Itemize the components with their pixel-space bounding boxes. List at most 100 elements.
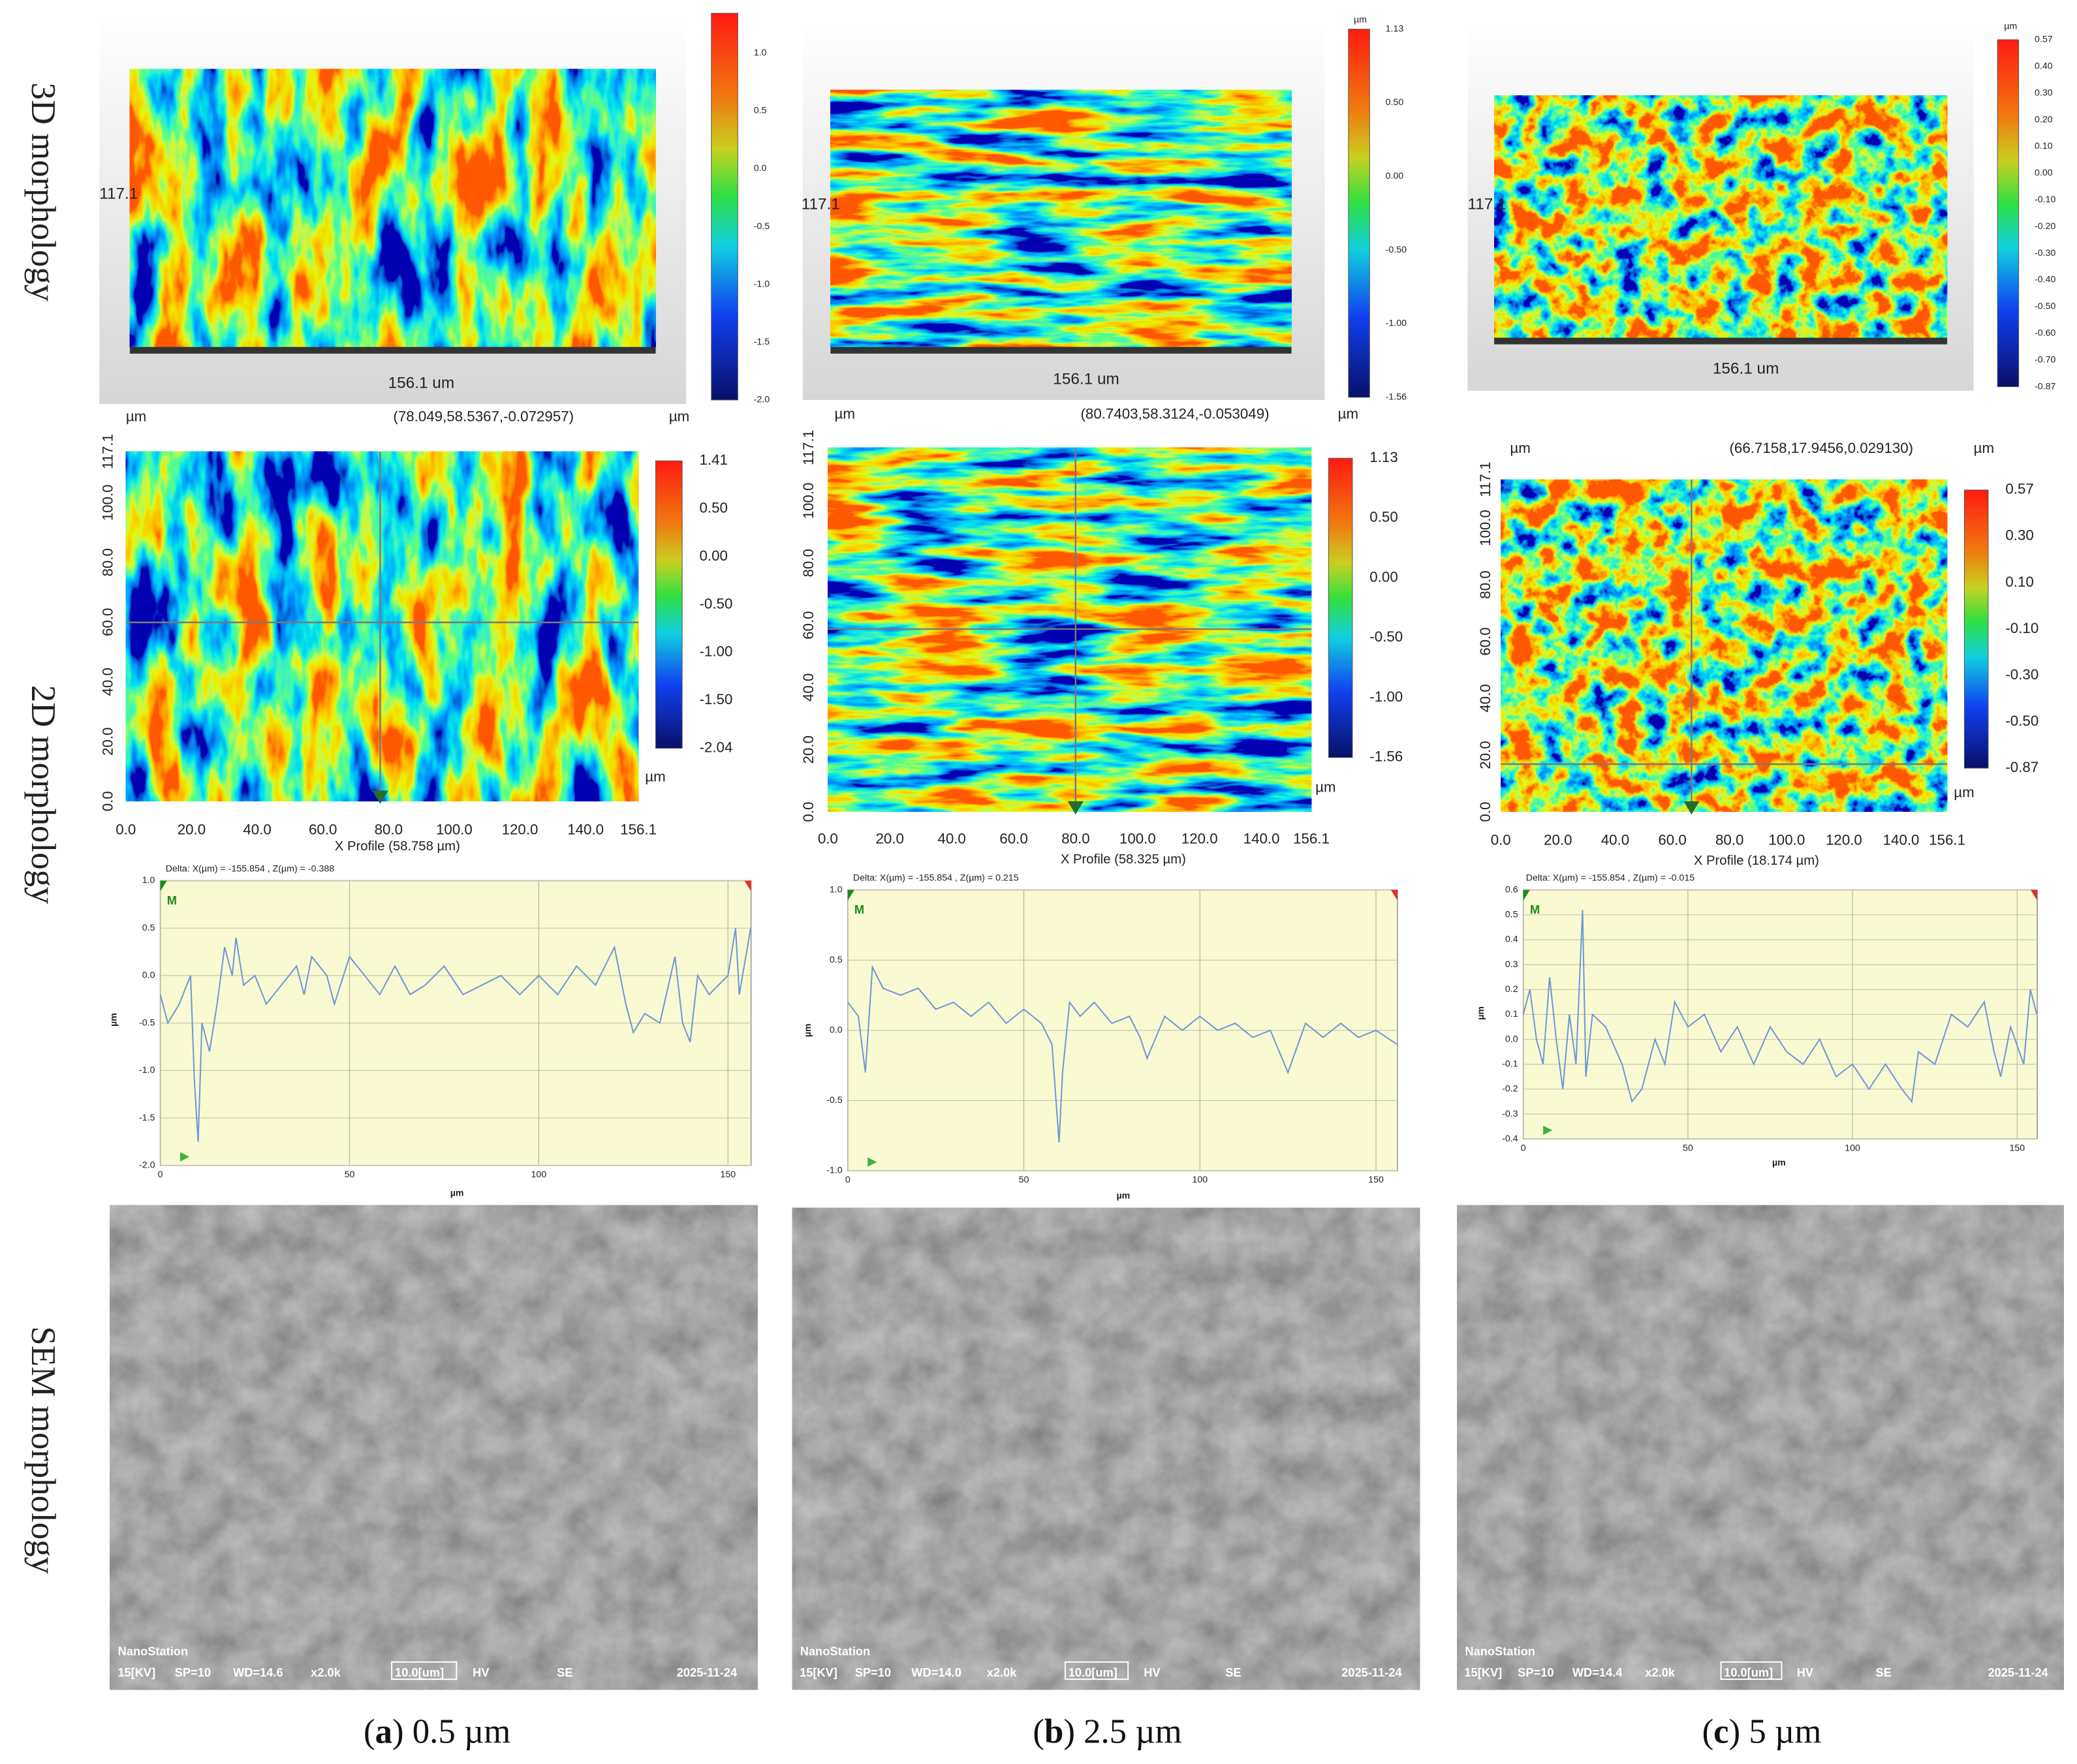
colorbar-label: -1.00	[1369, 689, 1403, 705]
sem-info: SE	[1225, 1665, 1241, 1679]
play-marker	[1543, 1125, 1553, 1136]
colorbar-label: -0.87	[2035, 381, 2055, 392]
map-y-tick-label: 80.0	[800, 549, 817, 577]
colorbar-label: 0.10	[2035, 141, 2053, 151]
colorbar-unit: µm	[1954, 784, 1974, 801]
y-tick-label: -1.5	[139, 1113, 155, 1123]
map-y-tick-label: 117.1	[1477, 462, 1493, 497]
sem-info: 2025-11-24	[1341, 1665, 1402, 1679]
sem-info: 10.0[um]	[1724, 1665, 1773, 1679]
map-x-tick-label: 140.0	[567, 821, 604, 837]
sem-info: SP=10	[1518, 1665, 1554, 1679]
colorbar-label: -1.56	[1386, 392, 1407, 403]
sem-info: WD=14.6	[233, 1665, 283, 1679]
colorbar-label: -2.0	[754, 395, 770, 405]
colorbar-unit: µm	[645, 768, 665, 784]
unit-label: µm	[1974, 440, 1994, 456]
colorbar-label: -0.60	[2035, 328, 2055, 339]
map-x-tick-label: 20.0	[876, 831, 904, 847]
row-label: 2D morphology	[24, 685, 62, 905]
colorbar-label: 0.00	[2035, 168, 2053, 178]
colorbar-label: -0.50	[1369, 628, 1403, 645]
panel-caption: (c) 5 µm	[1702, 1713, 1822, 1751]
height-map	[125, 451, 639, 801]
play-marker	[867, 1157, 877, 1167]
colorbar-label: -0.50	[1386, 245, 1407, 255]
map-x-tick-label: 120.0	[1181, 831, 1218, 847]
map-x-tick-label: 60.0	[309, 821, 337, 837]
colorbar	[1348, 29, 1370, 398]
sem-image	[792, 1207, 1420, 1690]
marker-label: M	[167, 893, 177, 907]
surface-base	[1494, 337, 1948, 345]
panel-caption: (b) 2.5 µm	[1033, 1713, 1181, 1751]
colorbar-label: -0.50	[2005, 713, 2038, 729]
sem-info: 15[KV]	[117, 1665, 155, 1679]
colorbar-label: -1.00	[1386, 318, 1407, 329]
caption-part: c	[1713, 1713, 1728, 1751]
caption-part: ) 0.5 µm	[392, 1713, 510, 1751]
sem-info: NanoStation	[1465, 1645, 1535, 1658]
y-size-label: 117.1	[99, 185, 138, 202]
axis-title: µm	[450, 1188, 464, 1198]
x-tick-label: 100	[531, 1169, 547, 1180]
colorbar-label: -0.20	[2035, 221, 2055, 232]
unit-label: µm	[1510, 440, 1530, 456]
colorbar-label: -0.10	[2035, 194, 2055, 205]
caption-part: (	[364, 1713, 375, 1751]
map-y-tick-label: 0.0	[800, 801, 817, 822]
colorbar-label: -1.0	[754, 279, 770, 289]
y-tick-label: 0.4	[1505, 935, 1518, 945]
cursor-marker	[1683, 801, 1700, 815]
y-tick-label: -0.1	[1502, 1059, 1518, 1069]
play-marker	[180, 1152, 190, 1162]
colorbar-label: -1.56	[1369, 749, 1403, 765]
map-y-tick-label: 60.0	[100, 608, 116, 636]
sem-info: HV	[1144, 1665, 1161, 1679]
map-x-tick-label: 40.0	[1601, 832, 1629, 848]
map-x-tick-label: 60.0	[1658, 832, 1686, 848]
colorbar-label: -0.70	[2035, 354, 2055, 365]
map-x-tick-label: 100.0	[1768, 832, 1805, 848]
colorbar	[1997, 39, 2020, 388]
map-x-title: X Profile (58.758 µm)	[335, 839, 460, 854]
colorbar-label: 0.00	[700, 548, 728, 564]
colorbar	[1963, 489, 1989, 769]
colorbar-unit: µm	[1315, 779, 1335, 796]
surface-3d	[830, 89, 1292, 347]
y-tick-label: -0.2	[1502, 1084, 1518, 1094]
marker-label: M	[1530, 903, 1540, 916]
y-tick-label: -0.3	[1502, 1109, 1518, 1119]
y-tick-label: 0.5	[830, 955, 843, 965]
unit-label: µm	[669, 408, 689, 424]
end-marker	[2030, 890, 2038, 901]
map-x-tick-label: 0.0	[818, 831, 838, 847]
colorbar-label: 0.30	[2005, 527, 2033, 544]
map-y-tick-label: 100.0	[1477, 510, 1493, 546]
y-size-label: 117.1	[802, 196, 840, 213]
annotation: Delta: X(µm) = -155.854 , Z(µm) = 0.215	[853, 873, 1019, 883]
cursor-readout: (80.7403,58.3124,-0.053049)	[1080, 405, 1269, 422]
x-size-label: 156.1 um	[388, 375, 455, 392]
colorbar-label: 0.50	[700, 499, 728, 516]
colorbar-label: 0.5	[754, 106, 767, 116]
sem-image	[1457, 1205, 2064, 1690]
sem-info: SE	[557, 1665, 572, 1679]
x-tick-label: 50	[345, 1169, 355, 1180]
colorbar-label: -0.50	[2035, 302, 2055, 312]
surface-base	[830, 347, 1292, 354]
colorbar-label: 0.50	[1386, 97, 1404, 108]
map-x-tick-label: 100.0	[436, 821, 473, 837]
colorbar-label: -0.5	[754, 221, 770, 232]
x-tick-label: 150	[1368, 1175, 1384, 1185]
map-x-tick-label: 120.0	[502, 821, 539, 837]
colorbar-label: 0.20	[2035, 114, 2053, 125]
y-tick-label: -1.0	[139, 1065, 155, 1075]
annotation: Delta: X(µm) = -155.854 , Z(µm) = -0.388	[166, 863, 335, 874]
axis-title: µm	[1116, 1190, 1130, 1201]
map-x-title: X Profile (18.174 µm)	[1694, 854, 1819, 868]
x-tick-label: 0	[845, 1175, 851, 1185]
sem-info: NanoStation	[118, 1645, 188, 1658]
colorbar	[1328, 457, 1353, 758]
